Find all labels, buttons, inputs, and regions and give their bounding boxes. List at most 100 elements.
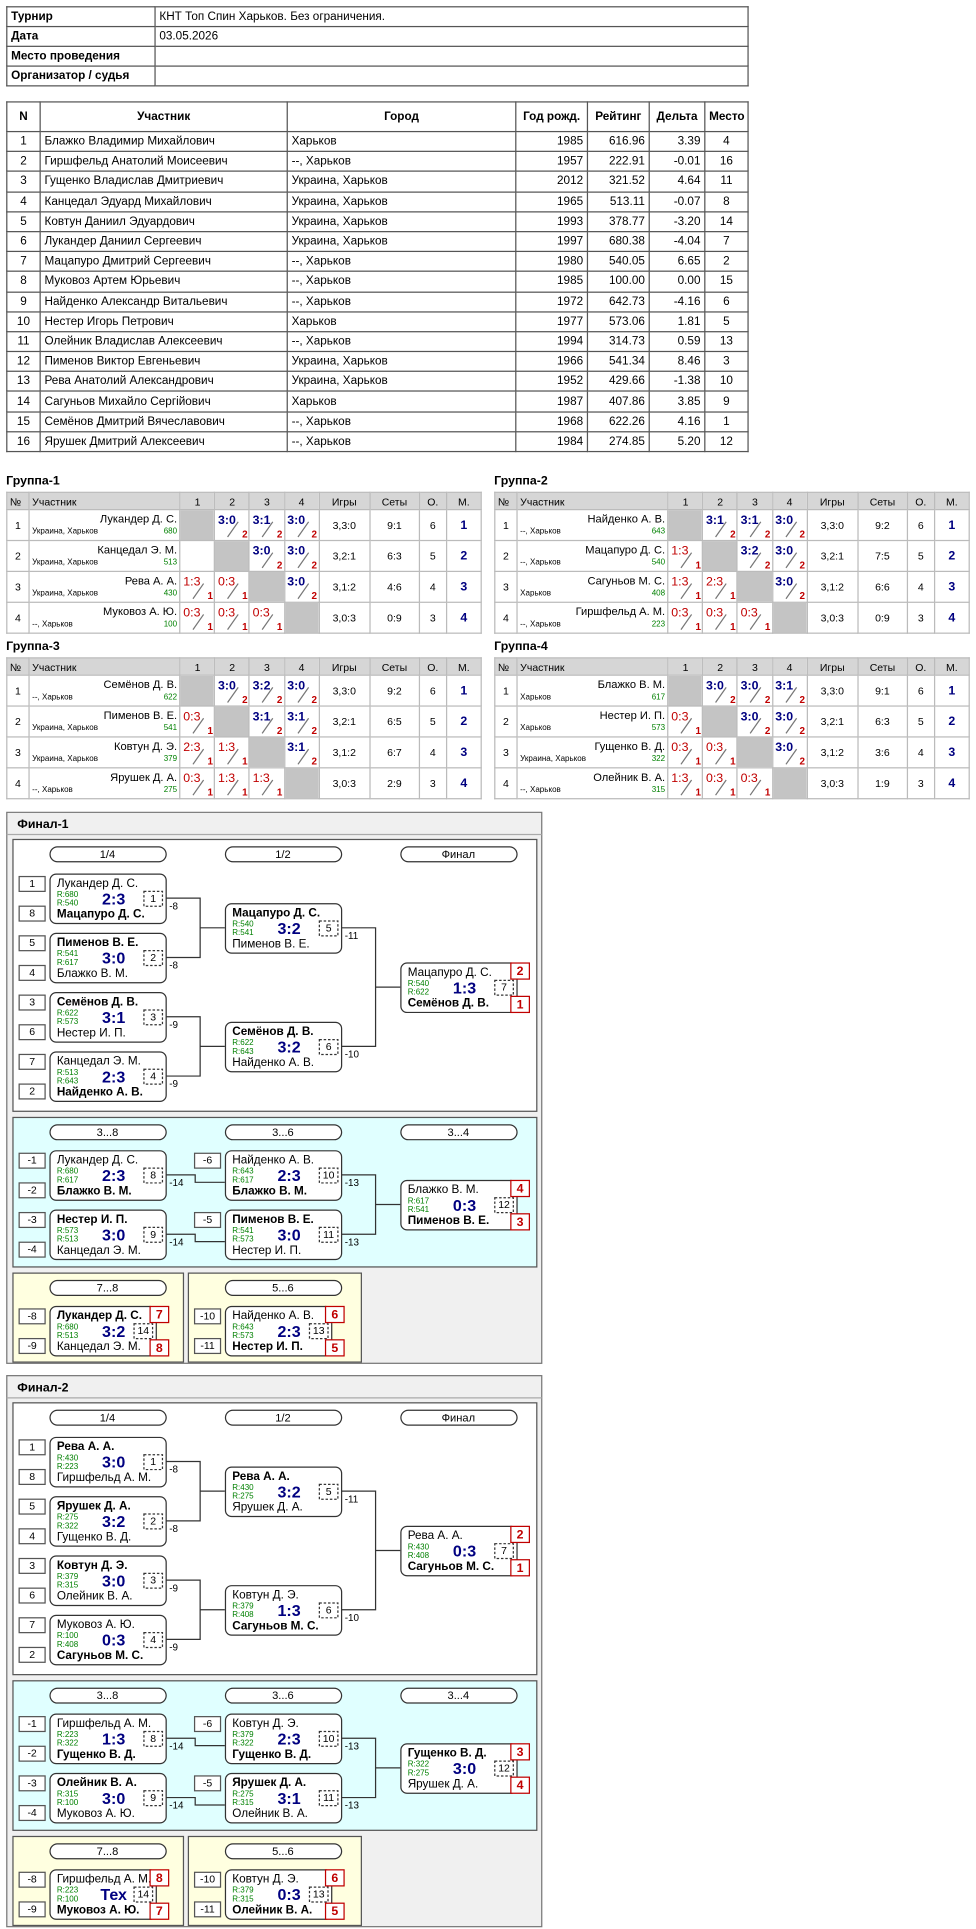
player-name: Ковтун Д. Э.	[113, 740, 178, 753]
participant-row: 10 Нестер Игорь Петрович Харьков 1977 573.06…	[6, 310, 749, 333]
match-number: 4	[150, 1071, 156, 1083]
group-row: 3 Ковтун Д. Э. Украина, Харьков 379 2:3 1 1:3 1…	[6, 736, 482, 769]
rating: R:541	[57, 949, 79, 958]
cell: Мацапуро Дмитрий Сергеевич	[39, 250, 288, 273]
rating: R:622	[57, 1009, 79, 1018]
seed-box	[18, 1241, 46, 1258]
player-info: --, Харьков 100	[32, 619, 177, 630]
rating: R:680	[57, 1167, 79, 1176]
result-cell: 3:0 2	[771, 539, 808, 573]
result-cell: 3:0 2	[702, 674, 739, 707]
rating: R:617	[57, 958, 79, 967]
rating: R:541	[232, 1226, 254, 1235]
seed: -9	[27, 1340, 36, 1352]
score: 0:3	[183, 772, 201, 786]
cell: -4.16	[648, 290, 706, 313]
place: 1	[517, 997, 524, 1011]
match-number: 10	[323, 1170, 335, 1182]
player-city: --, Харьков	[32, 620, 73, 629]
score: 3:0	[102, 950, 125, 968]
rating: R:540	[57, 899, 79, 908]
match-number-box	[494, 1197, 514, 1214]
cell: 4.64	[648, 170, 706, 193]
cell: 616.96	[586, 130, 650, 153]
points-total: 5	[418, 705, 448, 738]
seed-box	[193, 1308, 222, 1325]
cell: 1	[704, 410, 749, 433]
cell: 11	[704, 170, 749, 193]
rating: R:643	[232, 1322, 254, 1331]
player-city: Украина, Харьков	[32, 723, 99, 733]
match-number: 7	[501, 982, 507, 994]
cell: 16	[704, 150, 749, 173]
group-row: 1 Найденко А. В. --, Харьков 643 3:1 2 3:1 2 3:0…	[494, 509, 970, 542]
seed: -10	[200, 1874, 215, 1886]
match-box	[49, 1150, 167, 1201]
match-box	[224, 1305, 333, 1357]
match-box	[224, 1585, 343, 1636]
match-box	[400, 1179, 518, 1231]
player-rating: 408	[651, 589, 666, 598]
rating: R:643	[232, 1047, 254, 1056]
seed-box	[18, 1745, 46, 1762]
points: 2	[764, 694, 771, 706]
result-cell: 0:3 1	[702, 736, 739, 769]
place: 4	[517, 1181, 524, 1195]
player: Ковтун Д. Э.	[232, 1717, 299, 1730]
rating: R:680	[57, 890, 79, 899]
stage-label: 3...4	[448, 1127, 470, 1139]
column-header: Сеты	[857, 491, 908, 511]
score: 3:1	[252, 710, 271, 724]
seed-box	[18, 1439, 46, 1456]
column-header: Сеты	[857, 657, 908, 676]
column-header: Игры	[318, 491, 371, 511]
cell: 10	[6, 310, 41, 333]
place-box	[510, 962, 531, 980]
cell: Украина, Харьков	[286, 210, 517, 233]
result-cell: 3:0 2	[214, 509, 251, 542]
score: 0:3	[183, 710, 201, 724]
place-box	[324, 1869, 345, 1887]
participant-row: 14 Сагуньов Михайло Сергійович Харьков 1987…	[6, 390, 749, 413]
next-match: -14	[169, 1801, 184, 1812]
column-header: Сеты	[369, 657, 420, 676]
cell: 407.86	[586, 390, 650, 413]
column-header: М.	[933, 657, 970, 676]
score: 3:0	[102, 1790, 125, 1808]
group-row: 4 Олейник В. А. --, Харьков 315 1:3 1 0:3 1 0:3 1…	[494, 767, 970, 800]
match-box	[224, 1869, 333, 1920]
points-total: 3	[418, 601, 448, 634]
player: Блажко В. М.	[232, 1184, 307, 1197]
rating: R:617	[57, 1175, 79, 1184]
seed: -8	[27, 1310, 36, 1322]
seed-box	[18, 1587, 46, 1604]
player-info: --, Харьков 223	[520, 619, 665, 630]
games: 3,0:3	[806, 601, 859, 634]
score: 3:0	[775, 544, 794, 559]
points-total: 6	[418, 509, 448, 542]
sets: 4:6	[369, 570, 420, 603]
seed-box	[193, 1211, 222, 1229]
points: 1	[695, 621, 702, 633]
player-rating: 275	[163, 785, 178, 795]
player: Ковтун Д. Э.	[232, 1588, 299, 1601]
stage-pill	[400, 846, 518, 863]
seed: 6	[29, 1026, 35, 1038]
group-table: № Участник 1 2 3 4 Игры Сеты О. М. 1 Найденко А. В.…	[494, 491, 970, 634]
place: 3	[933, 570, 970, 603]
match-box	[49, 1614, 167, 1666]
header-row: Дата 03.05.2026	[6, 25, 749, 47]
header-row: № Участник 1 2 3 4 Игры Сеты О. М.	[6, 491, 482, 511]
player-city: Украина, Харьков	[32, 589, 99, 598]
points: 2	[311, 559, 318, 571]
score: 1:3	[671, 772, 689, 786]
participant: Гущенко В. Д. Украина, Харьков 322	[516, 736, 669, 769]
score: 3:1	[775, 679, 794, 694]
points: 2	[764, 528, 771, 540]
row-number: 4	[6, 767, 30, 800]
player: Мацапуро Д. С.	[232, 906, 320, 919]
next-match: -9	[169, 1020, 178, 1031]
points-total: 5	[418, 539, 448, 573]
player-name: Олейник В. А.	[593, 770, 666, 784]
match-number-box	[494, 979, 514, 996]
